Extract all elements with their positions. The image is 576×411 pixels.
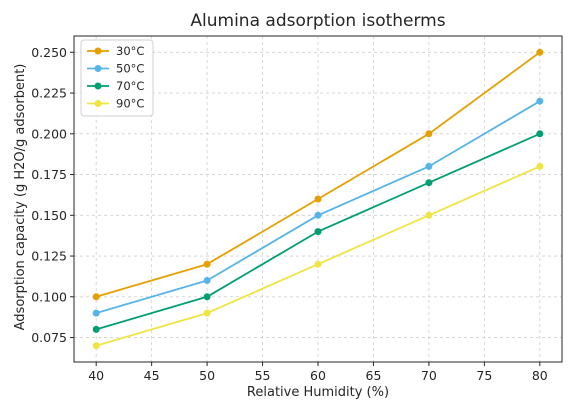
data-point-1-0 [92, 309, 100, 317]
data-point-1-2 [314, 211, 322, 219]
data-point-0-2 [314, 195, 322, 203]
legend-swatch-marker-2 [94, 82, 102, 90]
x-tick-label-6: 70 [421, 368, 437, 383]
data-point-1-1 [203, 277, 211, 284]
y-axis-label: Adsorption capacity (g H2O/g adsorbent) [13, 64, 28, 331]
y-tick-label-0: 0.075 [31, 330, 67, 345]
data-point-3-2 [314, 260, 322, 268]
data-point-3-3 [425, 211, 433, 219]
legend-box [80, 39, 154, 117]
data-point-1-3 [425, 162, 433, 170]
chart-title: Alumina adsorption isotherms [190, 11, 445, 31]
legend: 30°C 50°C 70°C 90°C [80, 39, 154, 117]
y-tick-label-2: 0.125 [31, 249, 67, 264]
data-point-2-2 [314, 228, 322, 236]
legend-swatch-marker-3 [94, 100, 102, 107]
y-tick-label-7: 0.250 [31, 45, 67, 60]
series-layer [92, 48, 544, 350]
data-point-0-0 [92, 293, 100, 301]
y-axis-ticks: 0.075 0.100 0.125 0.150 0.175 0.200 0.225 0.250 [31, 45, 74, 345]
y-tick-label-6: 0.225 [31, 86, 67, 101]
legend-swatch-marker-1 [94, 65, 102, 72]
data-point-1-4 [536, 97, 544, 105]
legend-label-0: 30°C [116, 44, 144, 58]
data-point-3-4 [536, 162, 544, 170]
legend-swatch-marker-0 [94, 47, 102, 55]
data-point-2-1 [203, 293, 211, 301]
data-point-3-0 [92, 342, 100, 350]
data-point-0-4 [536, 48, 544, 56]
x-tick-label-2: 50 [199, 368, 215, 383]
x-tick-label-7: 75 [476, 368, 492, 383]
x-tick-label-0: 40 [88, 368, 104, 383]
y-tick-label-1: 0.100 [31, 289, 67, 304]
series-3 [92, 162, 544, 350]
legend-label-2: 70°C [116, 79, 144, 93]
data-point-2-4 [536, 130, 544, 138]
x-tick-label-3: 55 [255, 368, 271, 383]
series-0 [92, 48, 544, 301]
data-point-0-1 [203, 260, 211, 268]
x-axis-label: Relative Humidity (%) [247, 385, 389, 400]
legend-label-1: 50°C [116, 62, 144, 76]
y-tick-label-4: 0.175 [31, 167, 67, 182]
x-tick-label-4: 60 [310, 368, 326, 383]
x-tick-label-5: 65 [366, 368, 382, 383]
y-tick-label-5: 0.200 [31, 126, 67, 141]
data-point-3-1 [203, 309, 211, 317]
x-tick-label-1: 45 [144, 368, 160, 383]
data-point-2-3 [425, 179, 433, 187]
data-point-2-0 [92, 325, 100, 333]
series-1 [92, 97, 544, 317]
y-tick-label-3: 0.150 [31, 208, 67, 223]
legend-label-3: 90°C [116, 97, 144, 111]
x-axis-ticks: 40 45 50 55 60 65 70 75 80 [88, 362, 548, 383]
series-2 [92, 130, 544, 333]
data-point-0-3 [425, 130, 433, 138]
x-tick-label-8: 80 [532, 368, 548, 383]
